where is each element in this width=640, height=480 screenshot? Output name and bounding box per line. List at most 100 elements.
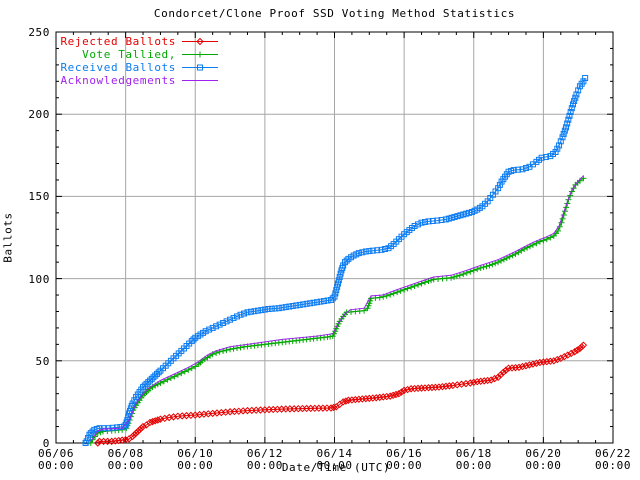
y-axis-label: Ballots [1,212,15,263]
x-axis-label: Date/Time (UTC) [281,461,391,474]
diamond-marker [130,431,139,439]
diamond-marker [438,382,447,391]
square-marker [566,112,573,119]
x-tick-label-time: 00:00 [37,459,75,472]
square-marker [580,78,587,85]
x-tick-label-date: 06/12 [246,447,283,460]
diamond-marker [579,341,588,349]
square-marker [234,313,241,320]
square-marker [522,165,529,172]
diamond-marker [497,371,505,379]
y-tick-label: 250 [28,26,50,39]
square-marker [563,124,570,131]
square-marker [155,369,162,376]
diamond-marker [487,376,495,384]
square-marker [359,249,366,256]
square-marker [223,318,230,325]
square-marker [150,374,157,381]
square-marker [495,185,502,192]
square-marker [557,138,564,145]
square-marker [332,290,339,297]
square-marker [415,221,422,228]
diamond-marker [395,389,403,398]
square-marker [538,154,545,161]
x-tick-label-time: 00:00 [177,459,214,472]
diamond-marker [546,357,555,365]
diamond-marker [369,394,377,402]
square-marker [429,217,436,224]
diamond-marker [132,429,140,437]
legend-label: Received Ballots [60,61,176,74]
square-marker [145,379,152,386]
legend-line-sample [182,37,218,46]
diamond-marker [508,364,516,372]
square-marker [552,149,559,156]
square-marker [83,438,90,445]
square-marker [143,380,150,387]
square-marker [261,306,268,313]
diamond-marker [397,388,406,396]
square-marker [569,101,576,108]
diamond-marker [494,373,502,381]
square-marker [296,301,303,308]
square-marker [209,324,216,331]
square-marker [572,94,579,101]
diamond-marker [573,346,582,354]
square-marker [355,250,362,257]
diamond-marker [414,384,422,393]
diamond-marker [148,417,157,426]
square-marker [272,305,279,312]
square-marker [96,425,103,432]
x-tick-label-date: 06/06 [37,447,75,460]
diamond-marker [499,368,508,377]
diamond-marker [94,439,102,447]
square-marker [571,98,578,105]
diamond-marker [146,418,154,427]
diamond-marker [383,392,391,401]
square-marker [341,259,348,266]
square-marker [568,105,575,112]
x-tick-label-date: 06/10 [177,447,214,460]
y-tick-label: 100 [28,272,50,286]
diamond-marker [553,355,562,364]
x-tick-label-time: 00:00 [525,459,562,472]
legend-label: Vote Tallied, [82,48,176,61]
square-marker [554,145,561,152]
square-marker [244,309,251,316]
square-marker [286,303,293,310]
diamond-marker [424,384,433,392]
square-marker [328,296,335,303]
legend: Rejected Ballots Vote Tallied, Received Ba… [58,35,219,87]
diamond-marker [466,379,474,387]
square-marker [153,370,160,377]
square-marker [567,109,574,116]
diamond-marker [392,390,400,399]
diamond-marker [128,432,137,441]
square-marker [411,222,418,229]
square-marker [258,307,265,314]
diamond-marker [511,363,520,372]
square-marker [152,372,159,379]
square-marker [334,283,341,290]
diamond-marker [564,351,572,359]
square-marker [213,323,220,330]
diamond-marker [389,391,397,400]
square-marker [131,397,138,404]
diamond-marker [518,362,527,371]
square-marker [265,306,272,313]
square-marker [561,127,568,134]
square-marker [565,116,572,123]
diamond-marker [560,352,568,361]
series-line-received-ballots [85,77,586,444]
square-marker [87,430,94,437]
diamond-marker [114,436,123,445]
x-tick-label-time: 00:00 [246,459,283,472]
x-tick-label-time: 00:00 [107,459,144,472]
square-marker [289,303,296,309]
square-marker [300,301,307,308]
diamond-marker [362,394,370,403]
diamond-marker [536,358,544,367]
square-marker [148,375,155,382]
square-marker [190,336,197,343]
square-marker [337,270,344,277]
